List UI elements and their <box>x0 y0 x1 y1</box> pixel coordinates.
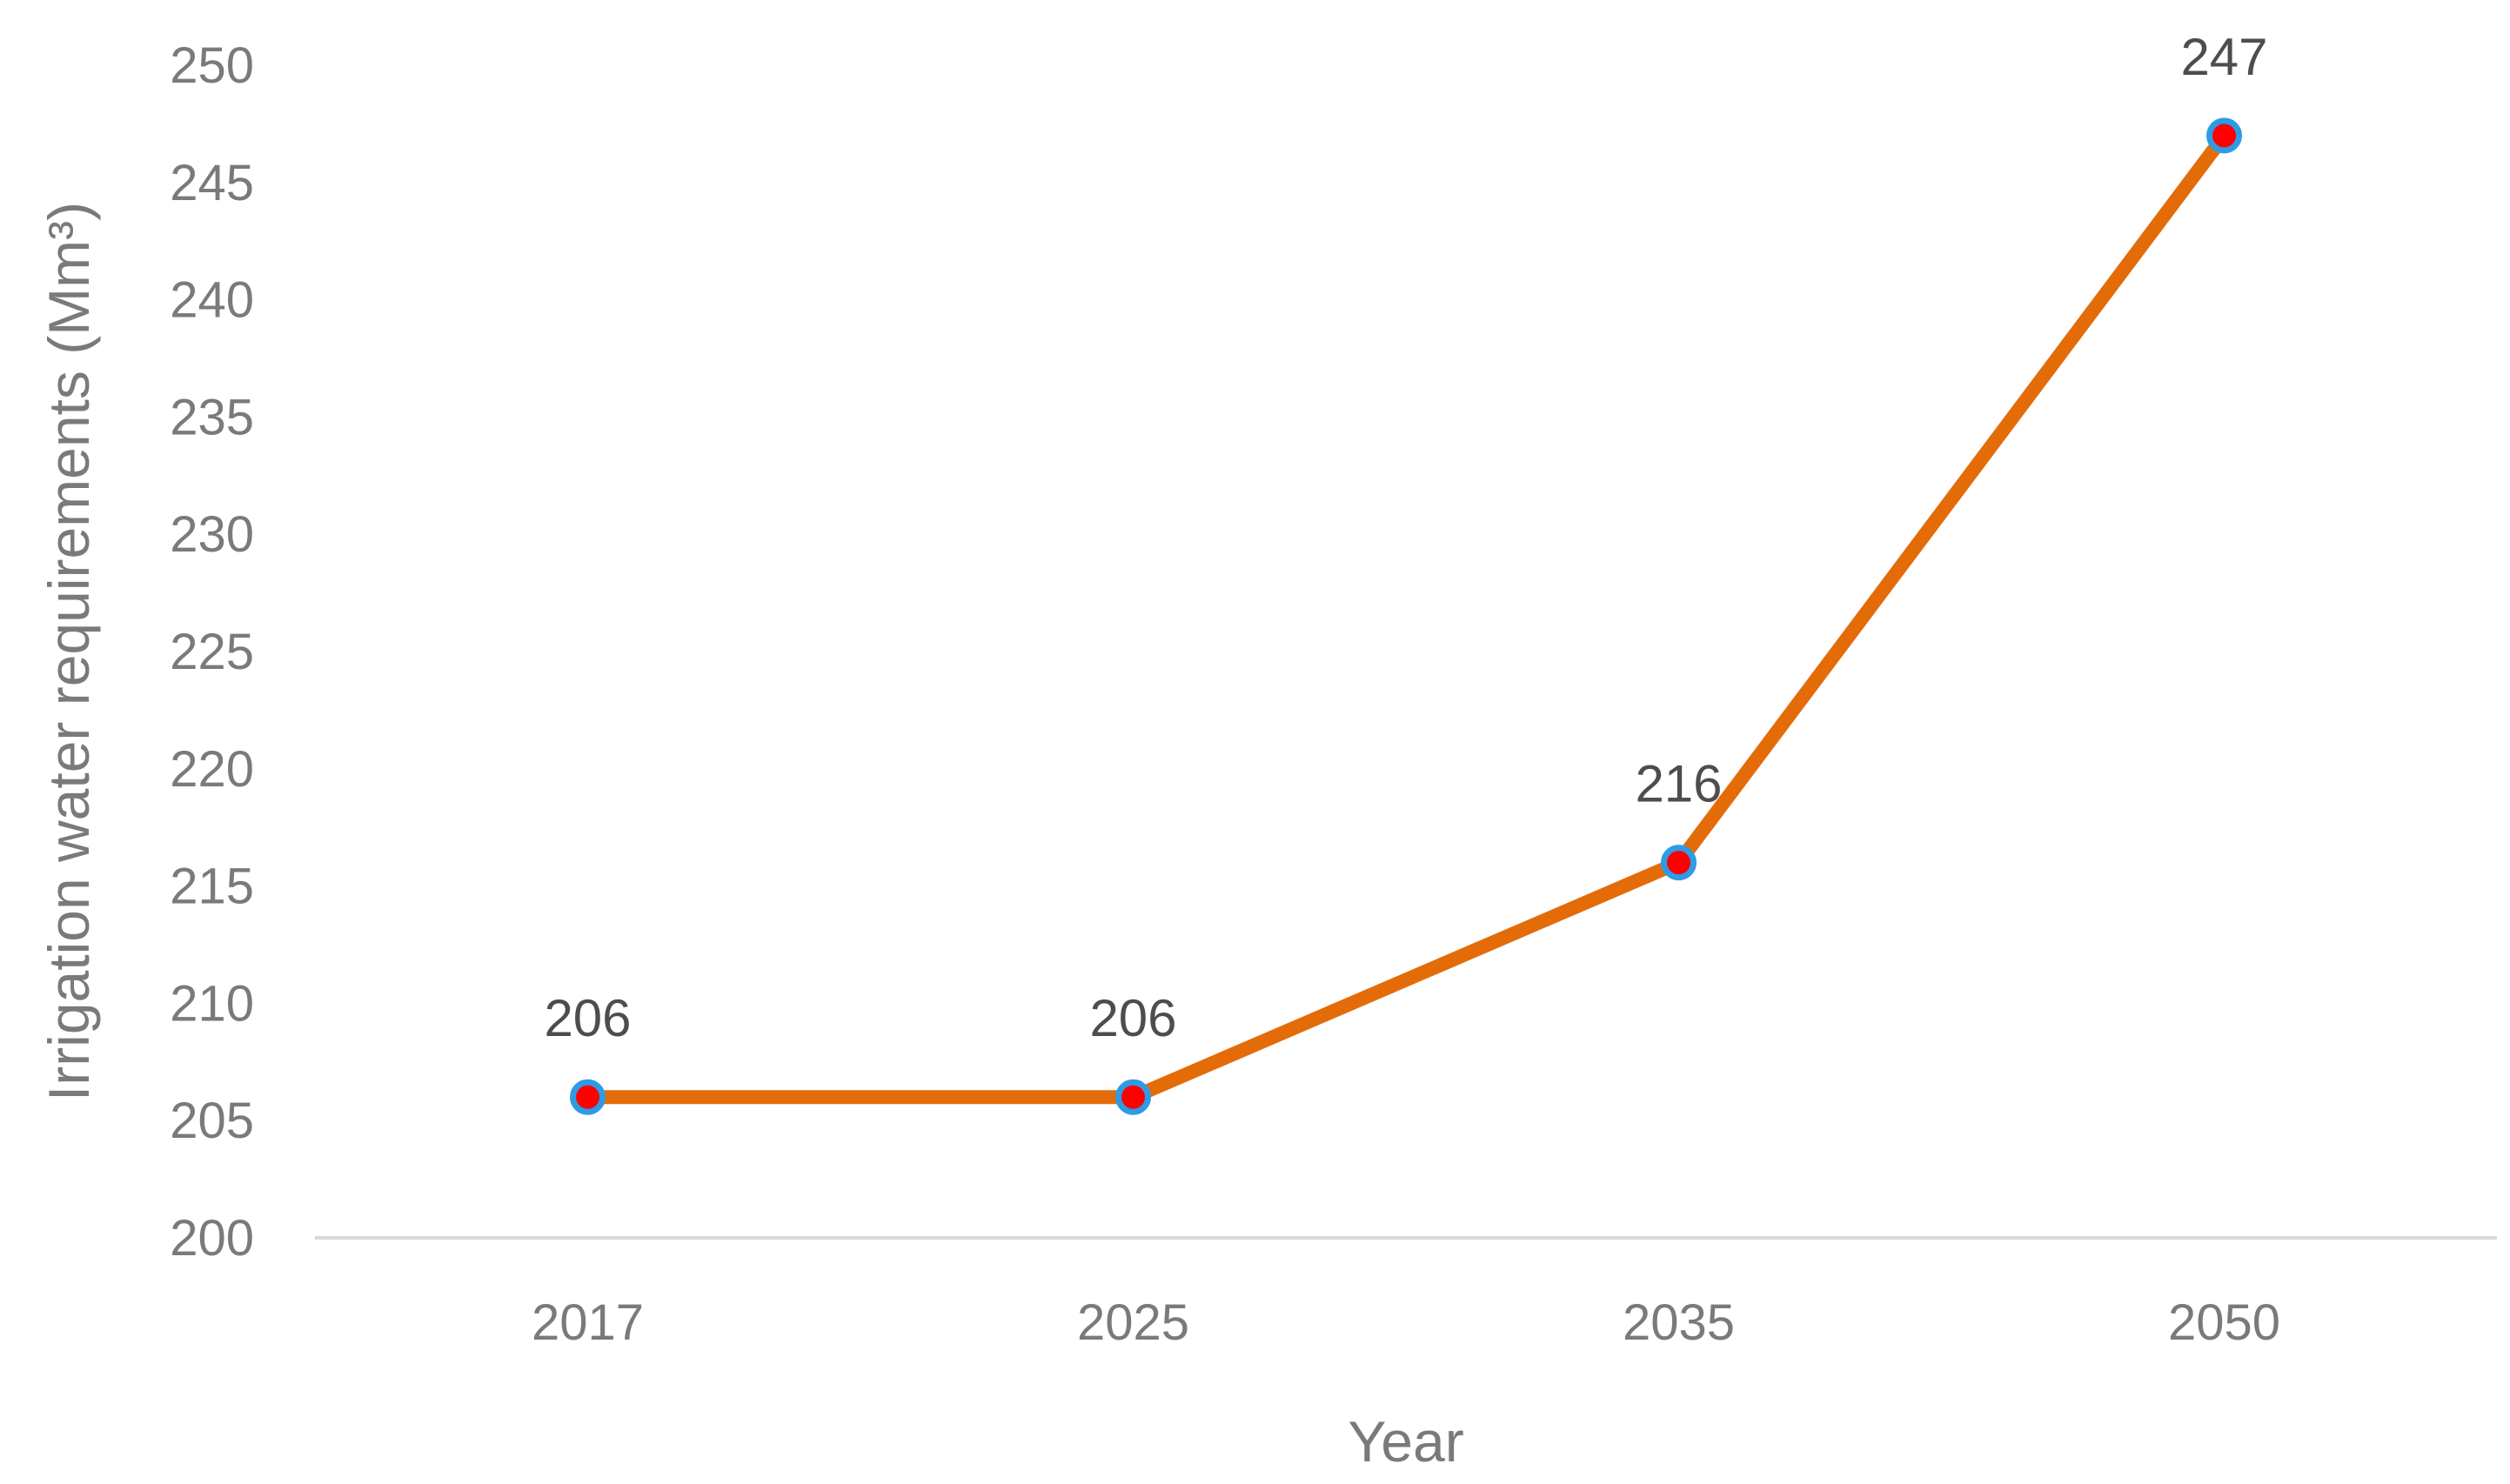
data-point <box>1661 845 1697 881</box>
y-tick-label: 235 <box>170 389 254 445</box>
series-line <box>580 128 2232 1105</box>
y-tick-label: 210 <box>170 975 254 1032</box>
data-markers <box>570 117 2242 1115</box>
x-tick-label: 2050 <box>2168 1294 2280 1351</box>
x-tick-label: 2035 <box>1623 1294 1735 1351</box>
data-point <box>1115 1079 1151 1115</box>
data-label: 216 <box>1635 755 1722 813</box>
x-tick-label: 2025 <box>1077 1294 1189 1351</box>
y-tick-label: 225 <box>170 624 254 680</box>
y-tick-label: 240 <box>170 272 254 329</box>
y-tick-label: 250 <box>170 37 254 94</box>
y-tick-label: 245 <box>170 155 254 211</box>
data-labels: 206 206 216 247 <box>544 28 2267 1047</box>
data-label: 206 <box>544 989 631 1047</box>
y-tick-label: 220 <box>170 741 254 798</box>
y-axis-ticks: 200 205 210 215 220 225 230 235 240 245 250 <box>170 37 254 1267</box>
y-tick-label: 215 <box>170 859 254 915</box>
y-tick-label: 200 <box>170 1210 254 1267</box>
y-tick-label: 205 <box>170 1093 254 1149</box>
data-label: 247 <box>2180 28 2267 86</box>
data-point <box>2206 117 2242 154</box>
x-axis-title: Year <box>1348 1409 1463 1474</box>
y-tick-label: 230 <box>170 506 254 563</box>
data-point <box>570 1079 606 1115</box>
x-axis-ticks: 2017 2025 2035 2050 <box>532 1294 2280 1351</box>
x-tick-label: 2017 <box>532 1294 644 1351</box>
data-label: 206 <box>1089 989 1176 1047</box>
y-axis-title: Irrigation water requirements (Mm³) <box>37 202 101 1101</box>
